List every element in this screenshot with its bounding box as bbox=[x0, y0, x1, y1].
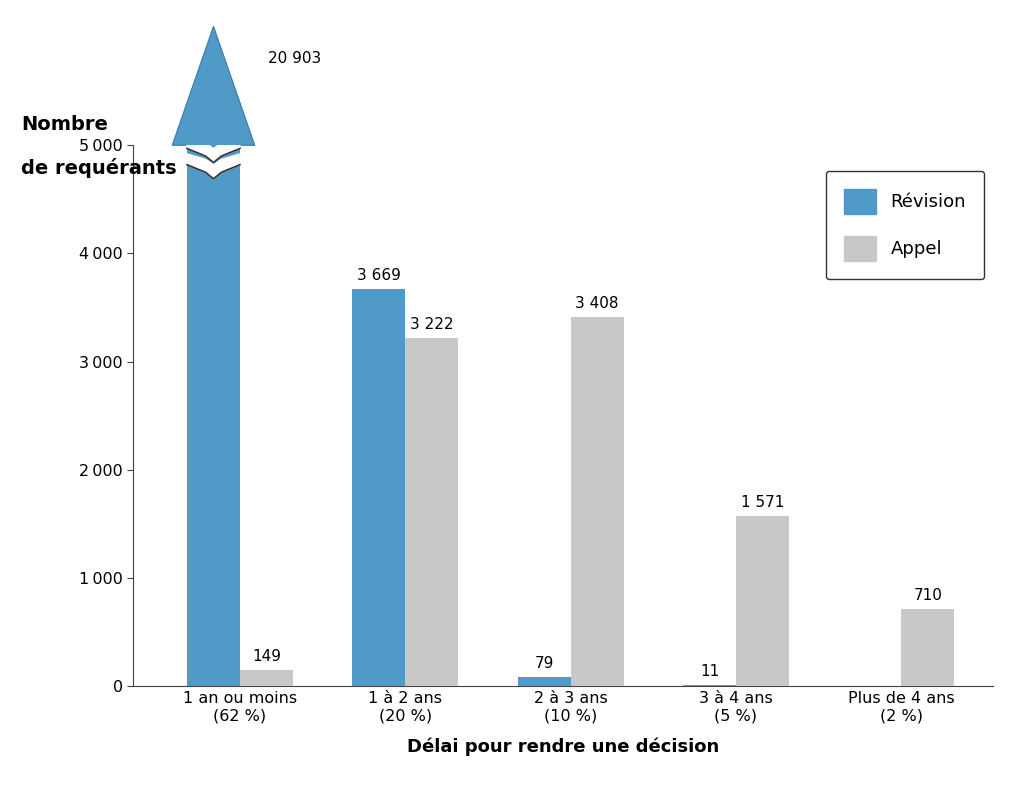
X-axis label: Délai pour rendre une décision: Délai pour rendre une décision bbox=[408, 737, 719, 755]
Polygon shape bbox=[187, 138, 240, 162]
Text: de requérants: de requérants bbox=[22, 157, 177, 178]
Legend: Révision, Appel: Révision, Appel bbox=[825, 170, 984, 279]
Bar bbox=[406, 337, 458, 686]
Bar bbox=[736, 516, 788, 686]
Text: 11: 11 bbox=[699, 664, 719, 679]
Bar bbox=[683, 685, 736, 686]
Bar bbox=[240, 670, 293, 686]
Bar bbox=[352, 289, 406, 686]
Bar bbox=[901, 609, 954, 686]
Polygon shape bbox=[172, 27, 255, 148]
Text: 1 571: 1 571 bbox=[740, 495, 784, 510]
Text: 3 408: 3 408 bbox=[575, 296, 618, 312]
Bar bbox=[570, 317, 624, 686]
Polygon shape bbox=[187, 154, 240, 179]
Bar bbox=[187, 145, 240, 686]
Text: 149: 149 bbox=[252, 649, 281, 664]
Text: 710: 710 bbox=[913, 588, 942, 603]
Text: 3 669: 3 669 bbox=[357, 268, 400, 283]
Text: 79: 79 bbox=[535, 656, 554, 671]
Text: 3 222: 3 222 bbox=[410, 316, 454, 332]
Bar bbox=[518, 677, 570, 686]
Text: 20 903: 20 903 bbox=[268, 52, 322, 66]
Text: Nombre: Nombre bbox=[22, 115, 109, 135]
